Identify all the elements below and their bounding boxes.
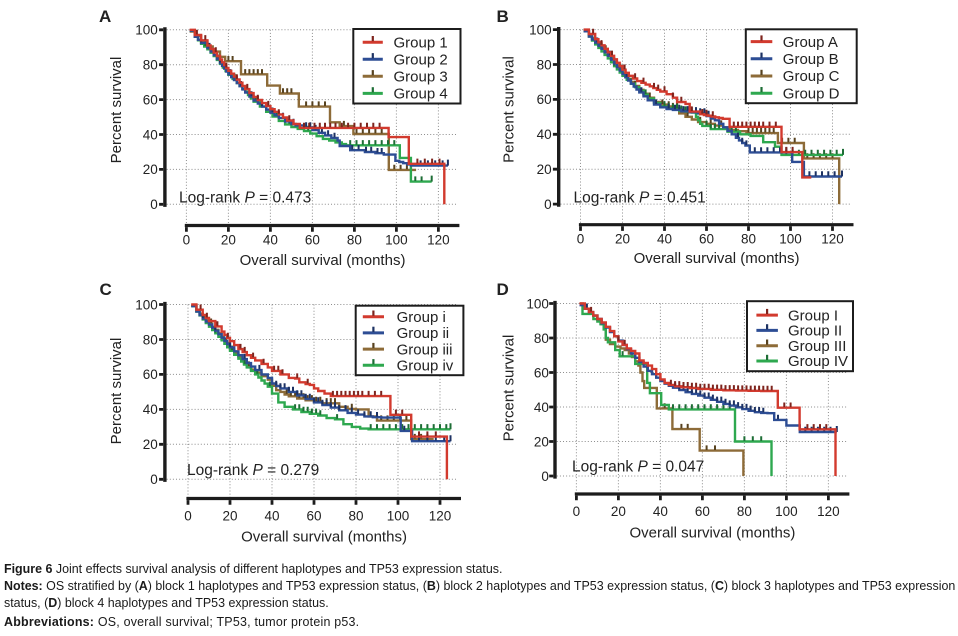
svg-text:Group 4: Group 4 bbox=[394, 86, 448, 103]
svg-text:20: 20 bbox=[615, 232, 630, 247]
svg-text:Percent survival: Percent survival bbox=[108, 57, 125, 164]
svg-text:Log-rank P = 0.451: Log-rank P = 0.451 bbox=[574, 190, 706, 207]
svg-text:D: D bbox=[497, 280, 509, 299]
svg-text:Log-rank P = 0.473: Log-rank P = 0.473 bbox=[179, 190, 311, 207]
svg-text:80: 80 bbox=[348, 508, 363, 523]
svg-text:40: 40 bbox=[653, 504, 668, 519]
svg-text:Overall survival (months): Overall survival (months) bbox=[240, 252, 406, 269]
svg-text:100: 100 bbox=[135, 23, 158, 38]
svg-text:Overall survival (months): Overall survival (months) bbox=[629, 525, 795, 542]
svg-text:60: 60 bbox=[305, 232, 320, 247]
svg-text:80: 80 bbox=[143, 58, 158, 73]
svg-text:100: 100 bbox=[526, 296, 549, 311]
svg-text:Overall survival (months): Overall survival (months) bbox=[634, 250, 800, 267]
svg-text:0: 0 bbox=[183, 232, 191, 247]
svg-text:100: 100 bbox=[387, 508, 410, 523]
svg-text:80: 80 bbox=[534, 331, 549, 346]
svg-text:Overall survival (months): Overall survival (months) bbox=[241, 529, 407, 546]
svg-text:60: 60 bbox=[143, 367, 158, 382]
svg-text:40: 40 bbox=[143, 402, 158, 417]
svg-text:Group iv: Group iv bbox=[397, 358, 454, 375]
svg-text:40: 40 bbox=[143, 127, 158, 142]
svg-text:Group III: Group III bbox=[788, 338, 846, 355]
svg-text:C: C bbox=[100, 280, 112, 299]
svg-text:Group iii: Group iii bbox=[397, 341, 453, 358]
svg-text:Group IV: Group IV bbox=[788, 353, 848, 370]
svg-text:Group II: Group II bbox=[788, 323, 842, 340]
svg-text:0: 0 bbox=[150, 472, 158, 487]
svg-text:Log-rank P = 0.047: Log-rank P = 0.047 bbox=[572, 459, 704, 476]
svg-text:Log-rank P = 0.279: Log-rank P = 0.279 bbox=[187, 462, 319, 479]
svg-text:Group A: Group A bbox=[783, 34, 838, 51]
svg-text:20: 20 bbox=[143, 162, 158, 177]
svg-text:120: 120 bbox=[817, 504, 840, 519]
svg-text:Group C: Group C bbox=[783, 68, 840, 85]
svg-text:100: 100 bbox=[529, 22, 552, 37]
svg-text:Percent survival: Percent survival bbox=[501, 56, 518, 163]
svg-text:0: 0 bbox=[577, 232, 585, 247]
svg-text:80: 80 bbox=[737, 504, 752, 519]
svg-text:0: 0 bbox=[544, 197, 552, 212]
svg-text:0: 0 bbox=[184, 508, 192, 523]
svg-text:80: 80 bbox=[347, 232, 362, 247]
svg-text:80: 80 bbox=[537, 57, 552, 72]
svg-text:0: 0 bbox=[150, 197, 158, 212]
svg-text:20: 20 bbox=[221, 232, 236, 247]
svg-text:0: 0 bbox=[541, 469, 549, 484]
svg-text:20: 20 bbox=[222, 508, 237, 523]
svg-text:60: 60 bbox=[699, 232, 714, 247]
svg-text:Group 3: Group 3 bbox=[394, 69, 448, 86]
svg-text:80: 80 bbox=[741, 232, 756, 247]
svg-text:20: 20 bbox=[534, 434, 549, 449]
svg-text:Group ii: Group ii bbox=[397, 325, 450, 342]
svg-text:60: 60 bbox=[695, 504, 710, 519]
svg-text:60: 60 bbox=[534, 365, 549, 380]
svg-text:40: 40 bbox=[264, 508, 279, 523]
svg-text:100: 100 bbox=[779, 232, 802, 247]
svg-text:40: 40 bbox=[534, 400, 549, 415]
svg-text:40: 40 bbox=[657, 232, 672, 247]
svg-text:40: 40 bbox=[537, 127, 552, 142]
svg-text:Group 1: Group 1 bbox=[394, 34, 448, 51]
svg-text:Group B: Group B bbox=[783, 51, 839, 68]
svg-text:A: A bbox=[99, 7, 111, 26]
svg-text:120: 120 bbox=[821, 232, 844, 247]
svg-text:60: 60 bbox=[537, 92, 552, 107]
svg-text:20: 20 bbox=[611, 504, 626, 519]
svg-text:20: 20 bbox=[143, 437, 158, 452]
svg-text:60: 60 bbox=[143, 92, 158, 107]
svg-text:60: 60 bbox=[306, 508, 321, 523]
svg-text:Group i: Group i bbox=[397, 309, 446, 326]
svg-text:120: 120 bbox=[427, 232, 450, 247]
svg-text:Group I: Group I bbox=[788, 307, 838, 324]
svg-text:40: 40 bbox=[263, 232, 278, 247]
svg-text:120: 120 bbox=[429, 508, 452, 523]
svg-text:Percent survival: Percent survival bbox=[108, 338, 125, 445]
svg-text:20: 20 bbox=[537, 162, 552, 177]
svg-text:Group 2: Group 2 bbox=[394, 52, 448, 69]
svg-text:B: B bbox=[497, 7, 509, 26]
svg-text:100: 100 bbox=[135, 297, 158, 312]
svg-text:Group D: Group D bbox=[783, 85, 840, 102]
svg-text:Percent survival: Percent survival bbox=[501, 335, 518, 442]
svg-text:100: 100 bbox=[775, 504, 798, 519]
svg-text:100: 100 bbox=[385, 232, 408, 247]
svg-text:0: 0 bbox=[573, 504, 581, 519]
svg-text:80: 80 bbox=[143, 332, 158, 347]
